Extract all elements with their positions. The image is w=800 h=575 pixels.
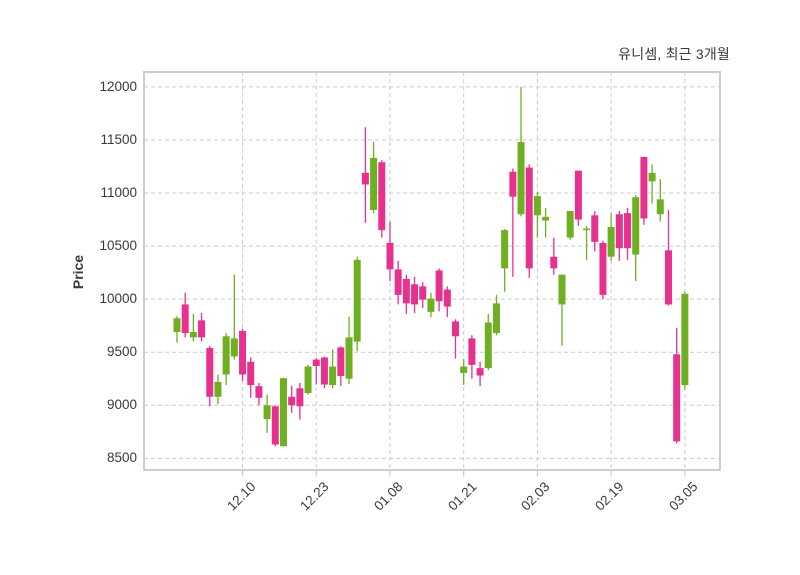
candlestick-down: [386, 242, 394, 270]
y-axis-label: Price: [70, 254, 86, 290]
candlestick-down: [476, 368, 484, 376]
candlestick-up: [370, 157, 378, 210]
candlestick-up: [566, 211, 574, 238]
candlestick-down: [255, 386, 263, 398]
candlestick-up: [558, 274, 566, 305]
candlestick-down: [411, 284, 419, 305]
y-tick-label: 9500: [106, 344, 137, 360]
candlestick-down: [337, 347, 345, 377]
candlestick-down: [402, 278, 410, 304]
candlestick-down: [206, 347, 214, 397]
candlestick-down: [320, 357, 328, 385]
candlestick-down: [419, 286, 427, 300]
candlestick-up: [484, 322, 492, 369]
candlestick-down: [591, 215, 599, 242]
candlestick-up: [648, 172, 656, 182]
candlestick-up: [632, 197, 640, 255]
candlestick-up: [222, 336, 230, 375]
candlestick-up: [189, 332, 197, 338]
candlestick-down: [271, 406, 279, 445]
candlestick-up: [460, 366, 468, 373]
candlestick-up: [583, 228, 591, 231]
candlestick-down: [624, 213, 632, 249]
chart-title: 유니셈, 최근 3개월: [618, 46, 730, 62]
candlestick-down: [525, 167, 533, 269]
candlestick-down: [239, 330, 247, 375]
y-tick-label: 10000: [99, 291, 137, 307]
candlestick-down: [198, 320, 206, 338]
candlestick-up: [681, 293, 689, 386]
candlestick-up: [492, 303, 500, 334]
candlestick-down: [296, 388, 304, 407]
y-tick-label: 11500: [100, 131, 137, 147]
candlestick-down: [550, 256, 558, 269]
candlestick-down: [640, 156, 648, 219]
candlestick-down: [664, 250, 672, 305]
y-tick-label: 12000: [99, 78, 137, 94]
candlestick-down: [615, 214, 623, 249]
candlestick-down: [435, 270, 443, 302]
candlestick-up: [517, 142, 525, 215]
candlestick-up: [353, 259, 361, 342]
candlestick-up: [214, 381, 222, 397]
candlestick-down: [181, 304, 189, 334]
candlestick-up: [173, 318, 181, 333]
plot-border: [143, 71, 721, 471]
candlestick-down: [394, 269, 402, 295]
candlestick-down: [509, 171, 517, 197]
candlestick-up: [345, 337, 353, 379]
candlestick-down: [574, 170, 582, 220]
candlestick-up: [501, 230, 509, 269]
candlestick-down: [452, 321, 460, 337]
candlestick-up: [230, 338, 238, 357]
candlestick-up: [542, 216, 550, 221]
y-tick-label: 11000: [100, 184, 137, 200]
candlestick-down: [312, 359, 320, 366]
y-tick-label: 9000: [106, 397, 137, 413]
candlestick-up: [533, 196, 541, 216]
candlestick-down: [599, 242, 607, 295]
y-tick-label: 10500: [99, 238, 137, 254]
candlestick-down: [468, 338, 476, 365]
candlestick-down: [378, 162, 386, 231]
candlestick-down: [443, 289, 451, 307]
candlestick-down: [247, 361, 255, 386]
candlestick-down: [361, 172, 369, 185]
candlestick-down: [673, 354, 681, 442]
y-tick-label: 8500: [106, 450, 137, 466]
candlestick-up: [329, 366, 337, 386]
candlestick-up: [427, 298, 435, 312]
candlestick-up: [279, 378, 287, 447]
candlestick-up: [263, 405, 271, 420]
candlestick-up: [607, 226, 615, 257]
candlestick-up: [304, 366, 312, 394]
candlestick-down: [288, 396, 296, 406]
candlestick-up: [656, 199, 664, 215]
